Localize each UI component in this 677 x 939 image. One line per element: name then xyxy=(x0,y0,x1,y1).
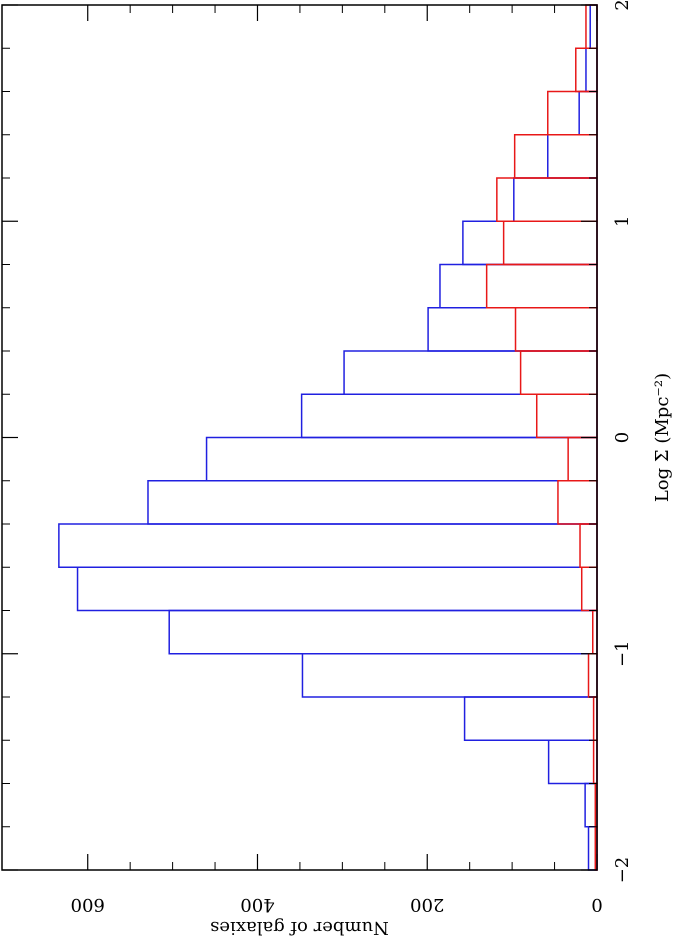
x-tick-label: 2 xyxy=(612,0,633,11)
histogram-bar xyxy=(496,177,598,222)
histogram-bar xyxy=(579,523,598,568)
histogram-bar xyxy=(587,653,598,698)
histogram-bar xyxy=(547,739,598,785)
histogram-bar xyxy=(301,653,598,698)
histogram-bar xyxy=(585,47,598,93)
histogram-bar xyxy=(147,480,598,525)
histogram-bar xyxy=(535,393,598,439)
histogram-bar xyxy=(580,566,598,612)
histogram-bar xyxy=(463,696,598,741)
histogram-bar xyxy=(585,4,598,49)
y-axis-label: Number of galaxies xyxy=(210,917,389,938)
x-axis-label: Log Σ (Mpc⁻²) xyxy=(652,373,673,502)
x-tick-label: 0 xyxy=(612,432,633,443)
histogram-bar xyxy=(514,307,598,352)
histogram-bar xyxy=(513,177,598,222)
histogram-bar xyxy=(462,220,598,266)
histogram-bar xyxy=(502,220,598,266)
histogram-bar xyxy=(567,436,598,482)
x-tick-label: 1 xyxy=(612,216,633,227)
histogram-bar xyxy=(205,436,598,482)
histogram-bar xyxy=(58,523,598,568)
histogram-bar xyxy=(547,90,598,136)
histogram-bar xyxy=(589,4,598,49)
y-tick-label: 0 xyxy=(591,894,602,915)
histogram-bar xyxy=(343,350,598,395)
histogram-bar xyxy=(519,350,598,395)
histogram-bar xyxy=(557,480,598,525)
x-tick-label: −2 xyxy=(612,857,633,884)
histogram-bar xyxy=(76,566,598,612)
y-tick-label: 600 xyxy=(71,894,105,915)
histogram-bar xyxy=(168,609,598,655)
histogram-bar xyxy=(485,263,598,309)
histogram-bar xyxy=(300,393,598,439)
histogram-bar xyxy=(578,90,598,136)
y-tick-label: 200 xyxy=(410,894,444,915)
histogram-bar xyxy=(513,134,598,179)
y-tick-label: 400 xyxy=(240,894,274,915)
histogram-bar xyxy=(547,134,598,179)
x-tick-label: −1 xyxy=(612,640,633,667)
histogram-bar xyxy=(427,307,598,352)
histogram-bar xyxy=(439,263,598,309)
